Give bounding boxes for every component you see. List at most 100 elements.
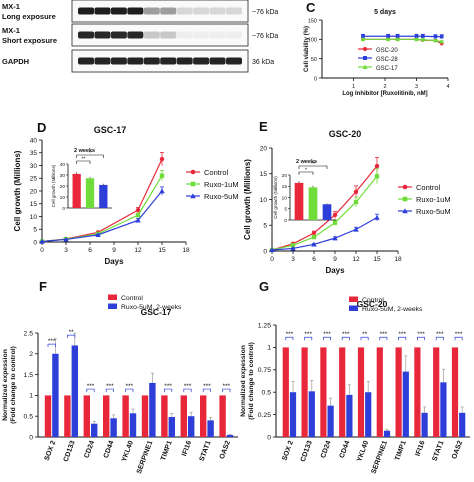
blot-band <box>94 7 111 15</box>
bar <box>365 392 372 437</box>
significance-bracket <box>398 336 407 341</box>
inset-y-label: Cell growth (Millions) <box>273 176 278 219</box>
significance-bracket <box>323 336 331 341</box>
inset-y-tick-label: 0 <box>284 218 287 224</box>
data-point <box>135 207 141 213</box>
inset-bar <box>308 187 318 220</box>
x-tick-label: CD133 <box>300 440 314 463</box>
legend-entry: Control <box>204 168 229 177</box>
inset-bracket <box>76 154 104 158</box>
blot-band <box>127 31 144 39</box>
x-tick-label: SOX 2 <box>44 440 58 462</box>
blot-row-sublabel: Short exposure <box>2 36 57 45</box>
blot-frame-0 <box>71 0 249 23</box>
inset-y-tick-label: 20 <box>282 173 288 179</box>
chart-title: GSC-17 <box>141 307 172 317</box>
y-tick-label: 1.25 <box>258 322 271 329</box>
legend-marker <box>190 193 196 199</box>
data-point <box>353 199 359 205</box>
x-tick-label: 1 <box>352 84 355 90</box>
legend-marker <box>363 56 367 60</box>
data-point <box>332 235 338 241</box>
bar <box>451 347 459 437</box>
x-tick-label: TIMP1 <box>394 440 408 462</box>
x-tick-label: IFI16 <box>181 440 193 457</box>
legend-swatch <box>349 305 358 311</box>
x-tick-label: SERPINE1 <box>136 440 154 475</box>
significance-bracket <box>222 388 231 393</box>
bar <box>402 371 409 437</box>
y-axis-label: Normalized expession <box>2 349 9 421</box>
y-tick-label: 5 <box>263 223 267 230</box>
x-tick-label: 3 <box>64 247 68 254</box>
y-tick-label: 100 <box>308 38 317 44</box>
bar <box>161 395 168 437</box>
data-point <box>269 247 275 253</box>
significance-label: *** <box>380 331 388 338</box>
significance-bracket <box>304 336 313 341</box>
legend-entry: Control <box>362 297 384 304</box>
blot-band <box>160 7 177 15</box>
inset-bar <box>322 204 332 220</box>
data-point <box>332 212 338 218</box>
data-point <box>374 163 380 169</box>
inset-y-tick-label: 5 <box>284 207 287 213</box>
panel-letter: E <box>259 119 268 134</box>
inset-bracket <box>76 160 91 164</box>
x-tick-label: OAS2 <box>451 440 464 460</box>
chart-title: 5 days <box>374 9 396 16</box>
blot-band <box>160 57 177 65</box>
legend-entry: Control <box>416 183 441 192</box>
x-tick-label: SOX 2 <box>281 440 295 462</box>
blot-row-sublabel: Long exposure <box>2 12 56 21</box>
chart-G: 0 0.25 0.5 0.75 1 1.25 GSC-20 G Normalized expes… <box>240 279 470 475</box>
x-tick-label: 4 <box>446 84 449 90</box>
inset-bracket <box>298 165 328 169</box>
blot-band <box>193 57 210 65</box>
significance-bracket <box>454 336 463 341</box>
x-tick-label: 15 <box>373 256 381 263</box>
significance-label: *** <box>223 383 231 390</box>
x-tick-label: 18 <box>394 256 402 263</box>
bar <box>141 395 149 437</box>
x-tick-label: STAT1 <box>199 440 213 462</box>
y-tick-label: 25 <box>30 176 38 183</box>
inset-bracket <box>298 171 314 175</box>
x-tick-label: SERPINE1 <box>371 440 389 475</box>
blot-band <box>176 57 193 65</box>
data-point <box>135 217 141 223</box>
bar <box>199 395 207 437</box>
inset-significance: ** <box>311 162 315 168</box>
significance-bracket <box>435 336 444 341</box>
significance-label: *** <box>304 331 312 338</box>
series-line <box>271 175 378 251</box>
y-tick-label: 2.5 <box>24 330 34 337</box>
chart-title: GSC-17 <box>94 125 127 135</box>
bar <box>226 434 234 437</box>
x-tick-label: 9 <box>333 256 337 263</box>
blot-band <box>110 57 127 65</box>
inset-title: 2 weeks <box>74 148 95 154</box>
data-point <box>63 236 69 242</box>
significance-label: *** <box>417 331 425 338</box>
y-tick-label: 35 <box>30 150 38 157</box>
significance-label: *** <box>106 383 114 390</box>
y-tick-label: 1.5 <box>24 372 34 379</box>
legend-entry: Ruxo-1uM <box>204 180 239 189</box>
legend-entry: GSC-28 <box>376 57 398 63</box>
bar <box>289 392 297 437</box>
bar <box>433 347 440 437</box>
bar <box>52 353 59 437</box>
significance-bracket <box>105 388 114 393</box>
x-axis-label: Log Inhibitor [Ruxolitinib, nM] <box>342 91 427 97</box>
significance-bracket <box>183 388 192 393</box>
y-tick-label: 0.25 <box>258 412 271 419</box>
inset-significance: ** <box>81 157 85 163</box>
x-tick-label: YKL40 <box>121 440 135 463</box>
blot-frame-2 <box>71 49 249 73</box>
significance-bracket <box>202 388 211 393</box>
x-axis-label: Days <box>325 266 345 275</box>
chart-F: 0 0.5 1 1.5 2 2.5 GSC-17 F Normalized expession(… <box>2 279 238 475</box>
